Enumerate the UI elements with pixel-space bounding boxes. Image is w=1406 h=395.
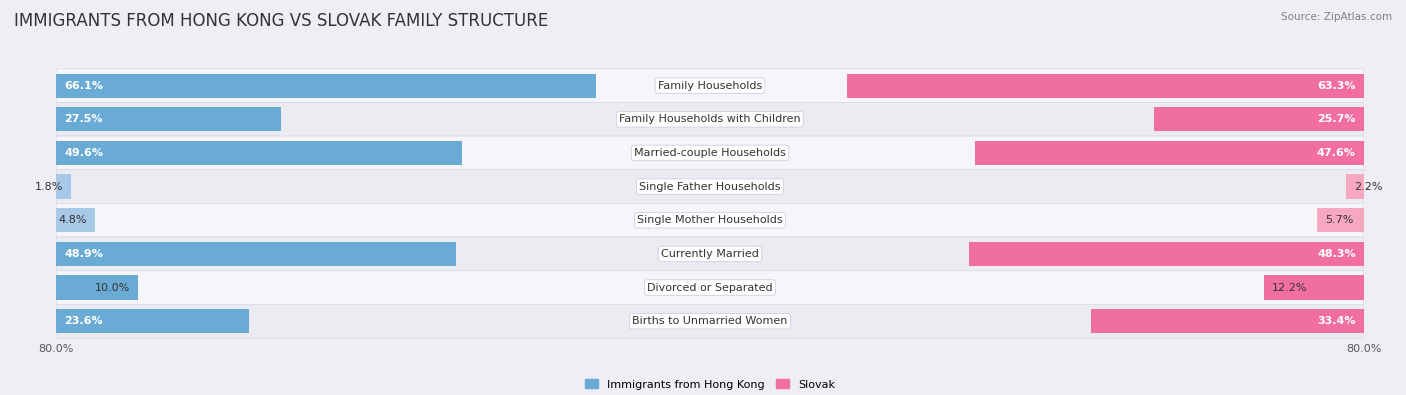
Legend: Immigrants from Hong Kong, Slovak: Immigrants from Hong Kong, Slovak — [581, 375, 839, 394]
Bar — [969, 242, 1364, 266]
Text: 5.7%: 5.7% — [1326, 215, 1354, 225]
FancyBboxPatch shape — [56, 102, 1364, 136]
Text: Divorced or Separated: Divorced or Separated — [647, 282, 773, 293]
Text: 27.5%: 27.5% — [65, 114, 103, 124]
Text: 48.3%: 48.3% — [1317, 249, 1355, 259]
Bar — [1091, 309, 1364, 333]
Text: IMMIGRANTS FROM HONG KONG VS SLOVAK FAMILY STRUCTURE: IMMIGRANTS FROM HONG KONG VS SLOVAK FAMI… — [14, 12, 548, 30]
Text: Family Households: Family Households — [658, 81, 762, 91]
FancyBboxPatch shape — [56, 203, 1364, 237]
Text: Single Mother Households: Single Mother Households — [637, 215, 783, 225]
Text: 10.0%: 10.0% — [94, 282, 129, 293]
Bar — [56, 73, 596, 98]
Bar — [974, 141, 1364, 165]
FancyBboxPatch shape — [56, 69, 1364, 102]
Text: 63.3%: 63.3% — [1317, 81, 1355, 91]
Text: Source: ZipAtlas.com: Source: ZipAtlas.com — [1281, 12, 1392, 22]
Bar — [1346, 175, 1364, 199]
Text: Births to Unmarried Women: Births to Unmarried Women — [633, 316, 787, 326]
FancyBboxPatch shape — [56, 271, 1364, 305]
Bar — [56, 141, 461, 165]
Text: Currently Married: Currently Married — [661, 249, 759, 259]
Text: 33.4%: 33.4% — [1317, 316, 1355, 326]
Text: 4.8%: 4.8% — [59, 215, 87, 225]
Text: 66.1%: 66.1% — [65, 81, 103, 91]
Text: Family Households with Children: Family Households with Children — [619, 114, 801, 124]
Bar — [56, 208, 96, 232]
Bar — [1317, 208, 1364, 232]
Text: 49.6%: 49.6% — [65, 148, 104, 158]
Bar — [56, 242, 456, 266]
Text: 12.2%: 12.2% — [1272, 282, 1308, 293]
Bar — [56, 107, 281, 132]
FancyBboxPatch shape — [56, 237, 1364, 271]
Text: 1.8%: 1.8% — [34, 182, 63, 192]
Bar — [56, 175, 70, 199]
FancyBboxPatch shape — [56, 136, 1364, 170]
Text: 23.6%: 23.6% — [65, 316, 103, 326]
FancyBboxPatch shape — [56, 170, 1364, 203]
Text: 2.2%: 2.2% — [1354, 182, 1382, 192]
Text: Married-couple Households: Married-couple Households — [634, 148, 786, 158]
Bar — [1264, 275, 1364, 300]
Text: Single Father Households: Single Father Households — [640, 182, 780, 192]
Bar — [56, 309, 249, 333]
FancyBboxPatch shape — [56, 305, 1364, 338]
Bar — [56, 275, 138, 300]
Bar — [1154, 107, 1364, 132]
Text: 47.6%: 47.6% — [1317, 148, 1355, 158]
Text: 48.9%: 48.9% — [65, 249, 103, 259]
Text: 25.7%: 25.7% — [1317, 114, 1355, 124]
Bar — [846, 73, 1364, 98]
